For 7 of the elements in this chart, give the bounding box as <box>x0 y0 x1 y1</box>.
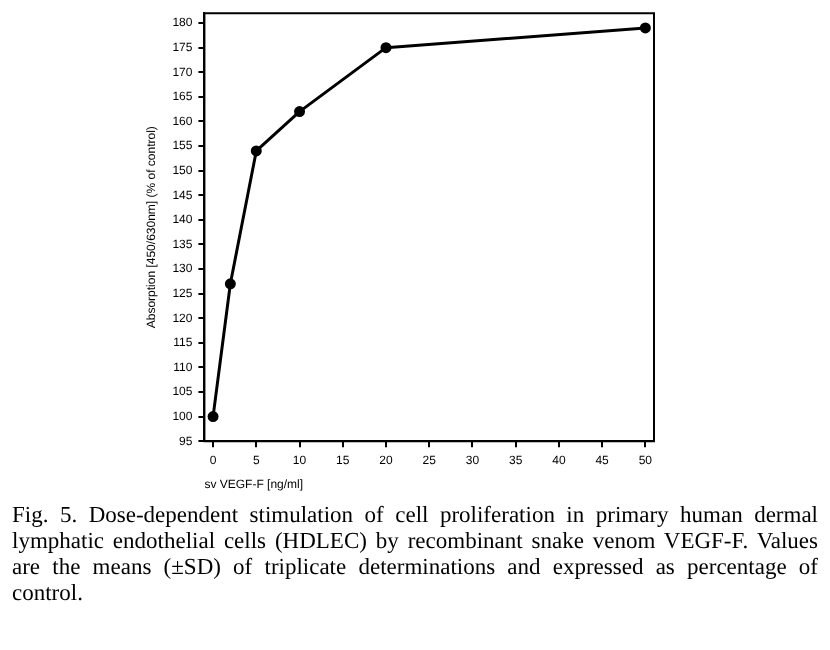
point <box>294 106 306 118</box>
point <box>224 278 236 290</box>
point <box>207 411 219 423</box>
point <box>380 42 392 54</box>
point <box>250 145 262 157</box>
caption: Fig. 5. Dose-dependent stimulation of cell proliferation in primary human dermal lymphatic endothelial cells (HDLEC) by recombinant snake venom VEGF-F. Values are the means (±SD) of triplicate determinations and expressed as percentage of control. <box>12 504 818 608</box>
point <box>639 22 651 34</box>
